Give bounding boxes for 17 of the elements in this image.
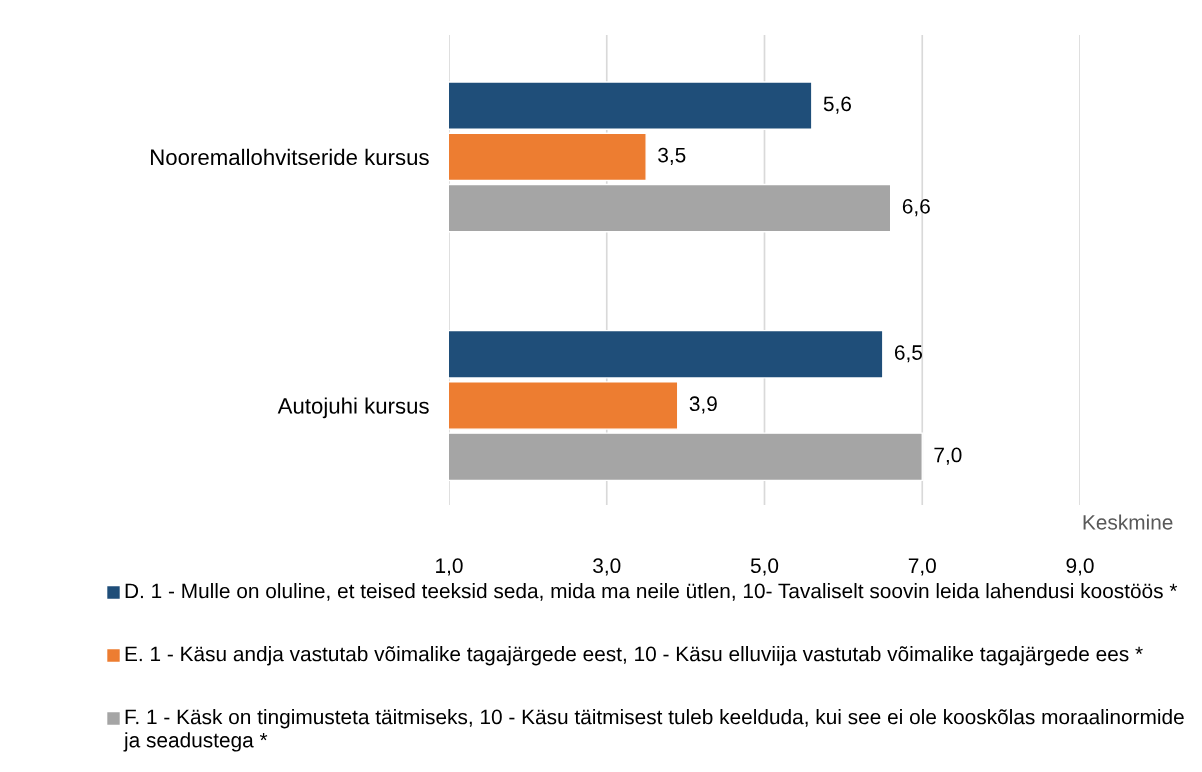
x-tick-label: 5,0	[750, 558, 779, 576]
data-label: 3,5	[658, 147, 686, 165]
x-axis-title: Keskmine	[1083, 514, 1173, 530]
data-label: 3,9	[689, 396, 717, 414]
legend-label: E. 1 - Käsu andja vastutab võimalike tagajärgede eest, 10 - Käsu elluviija vastutab võimalike tagajärgede ees *	[125, 646, 1143, 666]
data-label: 6,6	[902, 198, 930, 217]
legend-label: D. 1 - Mulle on oluline, et teised teeksid seda, mida ma neile ütlen, 10- Tavaliselt soovin leida lahendusi koostöös *	[125, 583, 1178, 601]
x-tick-label: 3,0	[593, 558, 621, 576]
x-tick-label: 1,0	[436, 558, 463, 576]
data-label: 6,5	[894, 345, 923, 363]
y-tick-label: Nooremallohvitseride kursus	[151, 148, 429, 166]
x-tick-label: 9,0	[1066, 558, 1094, 576]
data-label: 5,6	[823, 96, 851, 114]
legend-label: F. 1 - Käsk on tingimusteta täitmiseks, 10 - Käsu täitmisest tuleb keelduda, kui see ei ole kooskõlas moraalinormide ja seadustega *	[123, 709, 1184, 752]
y-tick-label: Autojuhi kursus	[277, 397, 429, 419]
x-tick-label: 7,0	[908, 558, 936, 576]
data-label: 7,0	[934, 447, 962, 465]
